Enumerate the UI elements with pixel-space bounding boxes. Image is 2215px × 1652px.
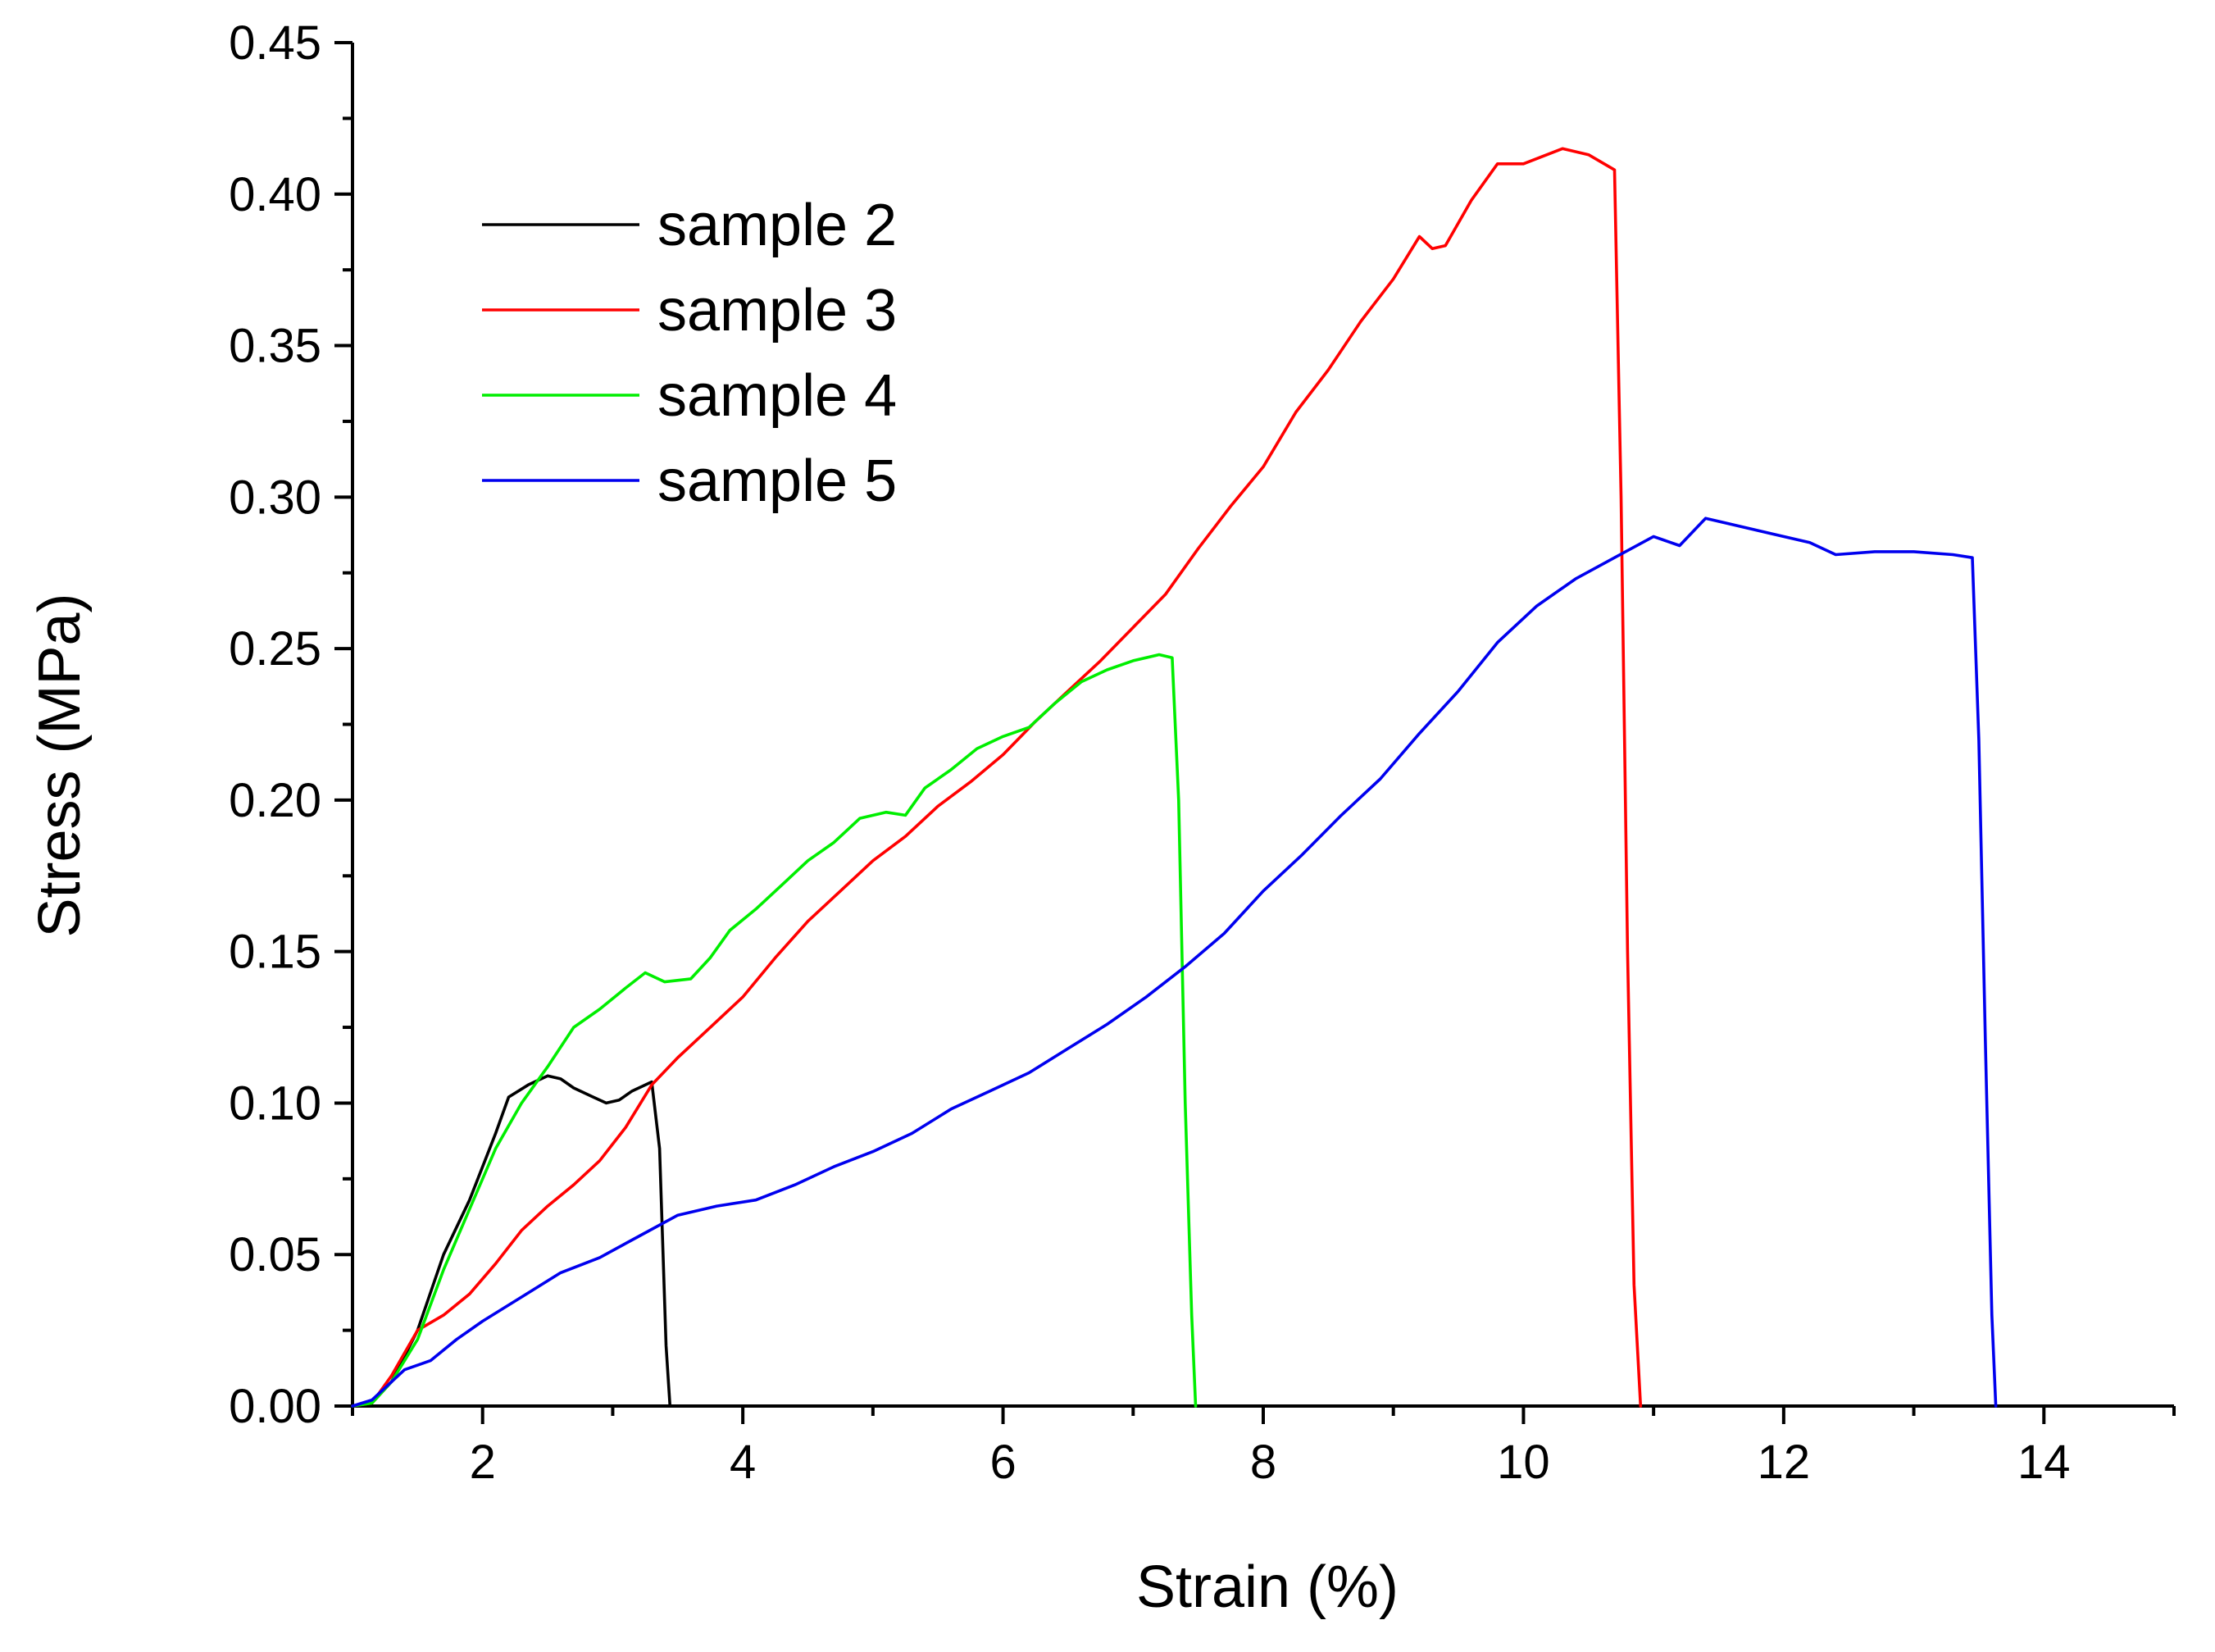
legend-label: sample 2	[657, 193, 897, 258]
x-tick-label: 4	[730, 1436, 756, 1489]
y-tick-label: 0.10	[229, 1076, 321, 1130]
y-tick-label: 0.45	[229, 16, 321, 70]
y-tick-label: 0.35	[229, 320, 321, 373]
y-tick-label: 0.15	[229, 926, 321, 979]
legend-label: sample 5	[657, 448, 897, 514]
x-tick-label: 8	[1250, 1436, 1276, 1489]
series-line-sample-4	[351, 653, 1198, 1408]
y-tick-label: 0.00	[229, 1380, 321, 1433]
x-tick-label: 12	[1758, 1436, 1811, 1489]
x-tick-label: 10	[1497, 1436, 1550, 1489]
y-tick-label: 0.40	[229, 168, 321, 221]
axes: 0.00 0.05 0.10 0.15 0.20 0.25 0.30 0.35 0.40 0.45…	[229, 16, 2176, 1489]
series-line-sample-5	[351, 517, 1998, 1408]
y-tick-label: 0.05	[229, 1228, 321, 1281]
y-tick-label: 0.20	[229, 774, 321, 827]
x-axis-title: Strain (%)	[1136, 1554, 1399, 1620]
y-axis-title: Stress (MPa)	[27, 593, 93, 937]
legend: sample 2 sample 3 sample 4 sample 5	[482, 193, 897, 514]
y-tick-label: 0.25	[229, 622, 321, 676]
series-group	[351, 147, 1998, 1408]
y-tick-label: 0.30	[229, 471, 321, 524]
legend-label: sample 4	[657, 363, 897, 429]
x-tick-label: 6	[989, 1436, 1016, 1489]
x-tick-label: 2	[470, 1436, 496, 1489]
legend-label: sample 3	[657, 278, 897, 344]
x-tick-label: 14	[2017, 1436, 2071, 1489]
series-line-sample-2	[351, 1074, 672, 1408]
series-line-sample-3	[351, 147, 1643, 1408]
